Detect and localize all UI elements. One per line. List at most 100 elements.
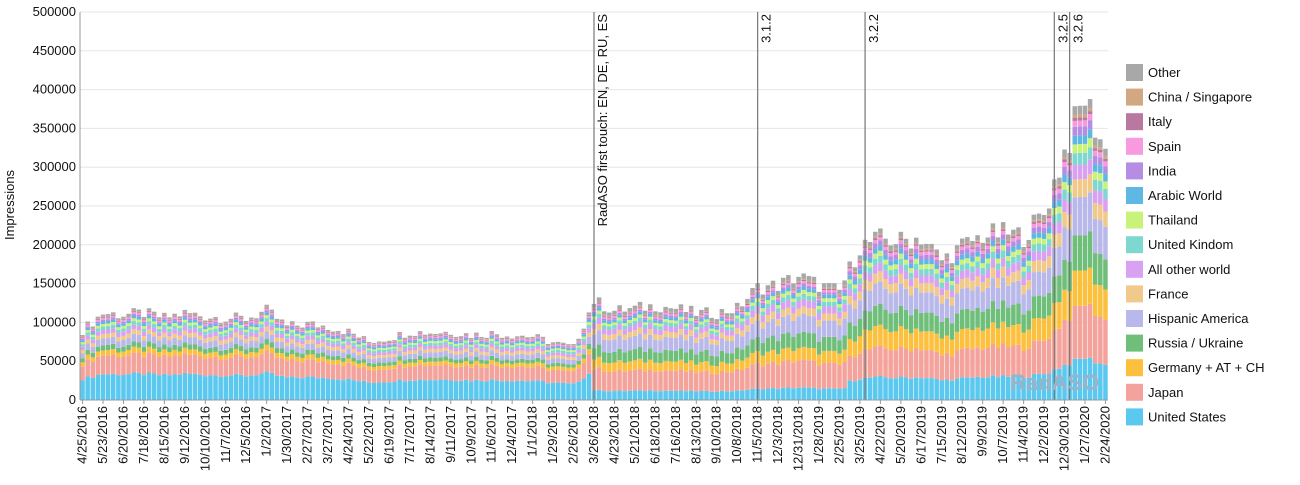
bar-segment	[954, 293, 960, 314]
bar-segment	[688, 369, 694, 391]
bar-segment	[315, 344, 321, 348]
bar-segment	[105, 329, 111, 334]
annotation-label: RadASO first touch: EN, DE, RU, ES	[595, 14, 610, 227]
bar-segment	[801, 313, 806, 332]
bar-segment	[274, 322, 280, 324]
bar-segment	[678, 319, 684, 324]
bar-segment	[729, 321, 735, 325]
bar-segment	[356, 360, 361, 364]
bar-segment	[1082, 126, 1088, 136]
bar-segment	[709, 365, 714, 374]
bar-segment	[770, 304, 776, 312]
bar-segment	[254, 347, 259, 353]
bar-segment	[412, 337, 418, 338]
bar-segment	[770, 299, 776, 305]
bar-segment	[719, 313, 725, 315]
bar-segment	[796, 348, 801, 361]
bar-segment	[1036, 271, 1042, 296]
bar-segment	[566, 345, 571, 346]
bar-segment	[182, 347, 188, 354]
bar-segment	[663, 370, 668, 391]
bar-segment	[269, 347, 275, 353]
bar-segment	[893, 292, 899, 313]
bar-segment	[842, 349, 847, 362]
bar-segment	[714, 322, 720, 324]
annotation-label: 3.2.2	[866, 14, 881, 43]
bar-segment	[141, 375, 147, 400]
bar-segment	[494, 335, 500, 337]
bar-segment	[479, 345, 484, 349]
bar-segment	[484, 346, 489, 350]
bar-segment	[832, 290, 837, 293]
bar-segment	[376, 344, 382, 347]
bar-segment	[811, 348, 817, 361]
bar-segment	[985, 269, 991, 279]
bar-segment	[310, 335, 315, 340]
bar-segment	[954, 276, 960, 284]
bar-segment	[780, 333, 786, 349]
bar-segment	[663, 316, 668, 319]
bar-segment	[924, 264, 929, 269]
bar-segment	[494, 346, 500, 350]
bar-segment	[458, 337, 464, 339]
bar-segment	[315, 337, 321, 341]
bar-segment	[617, 314, 622, 318]
bar-segment	[704, 316, 709, 320]
bar-segment	[197, 331, 203, 336]
bar-segment	[878, 255, 883, 263]
bar-segment	[1072, 197, 1078, 236]
bar-segment	[1057, 186, 1062, 189]
bar-segment	[1098, 139, 1103, 148]
bar-segment	[944, 282, 950, 291]
bar-segment	[105, 333, 111, 339]
bar-segment	[970, 252, 975, 257]
bar-segment	[228, 320, 234, 322]
bar-segment	[837, 296, 842, 299]
bar-segment	[274, 320, 280, 322]
bar-segment	[653, 315, 658, 317]
bar-segment	[1041, 374, 1047, 400]
bar-segment	[586, 328, 592, 333]
bar-segment	[146, 346, 152, 353]
bar-segment	[351, 335, 356, 336]
bar-segment	[929, 268, 934, 276]
bar-segment	[724, 317, 730, 319]
bar-segment	[494, 336, 500, 339]
bar-segment	[970, 377, 975, 400]
bar-segment	[243, 339, 249, 344]
bar-segment	[540, 336, 546, 339]
bar-segment	[867, 257, 873, 263]
bar-segment	[371, 347, 377, 350]
bar-segment	[284, 333, 290, 336]
bar-segment	[167, 336, 172, 341]
bar-segment	[965, 347, 970, 378]
bar-segment	[847, 279, 852, 284]
bar-segment	[821, 388, 827, 400]
bar-segment	[1077, 135, 1083, 145]
bar-segment	[791, 288, 796, 290]
bar-segment	[525, 337, 530, 339]
bar-segment	[688, 315, 694, 319]
bar-segment	[990, 322, 996, 344]
bar-segment	[468, 360, 474, 365]
bar-segment	[243, 332, 249, 336]
bar-segment	[637, 358, 643, 369]
bar-segment	[243, 325, 249, 328]
bar-segment	[228, 323, 234, 326]
bar-segment	[499, 339, 505, 340]
bar-segment	[883, 348, 888, 378]
bar-segment	[811, 333, 817, 349]
bar-segment	[786, 307, 791, 316]
bar-segment	[361, 338, 367, 339]
x-tick-label: 6/17/2019	[913, 406, 928, 464]
bar-segment	[269, 319, 275, 323]
bar-segment	[919, 249, 924, 251]
bar-segment	[468, 340, 474, 342]
x-tick-label: 3/26/2018	[586, 406, 601, 464]
bar-segment	[745, 302, 750, 304]
bar-segment	[985, 243, 991, 246]
bar-segment	[371, 344, 377, 346]
bar-segment	[919, 378, 924, 400]
bar-segment	[351, 337, 356, 340]
bar-segment	[351, 335, 356, 337]
